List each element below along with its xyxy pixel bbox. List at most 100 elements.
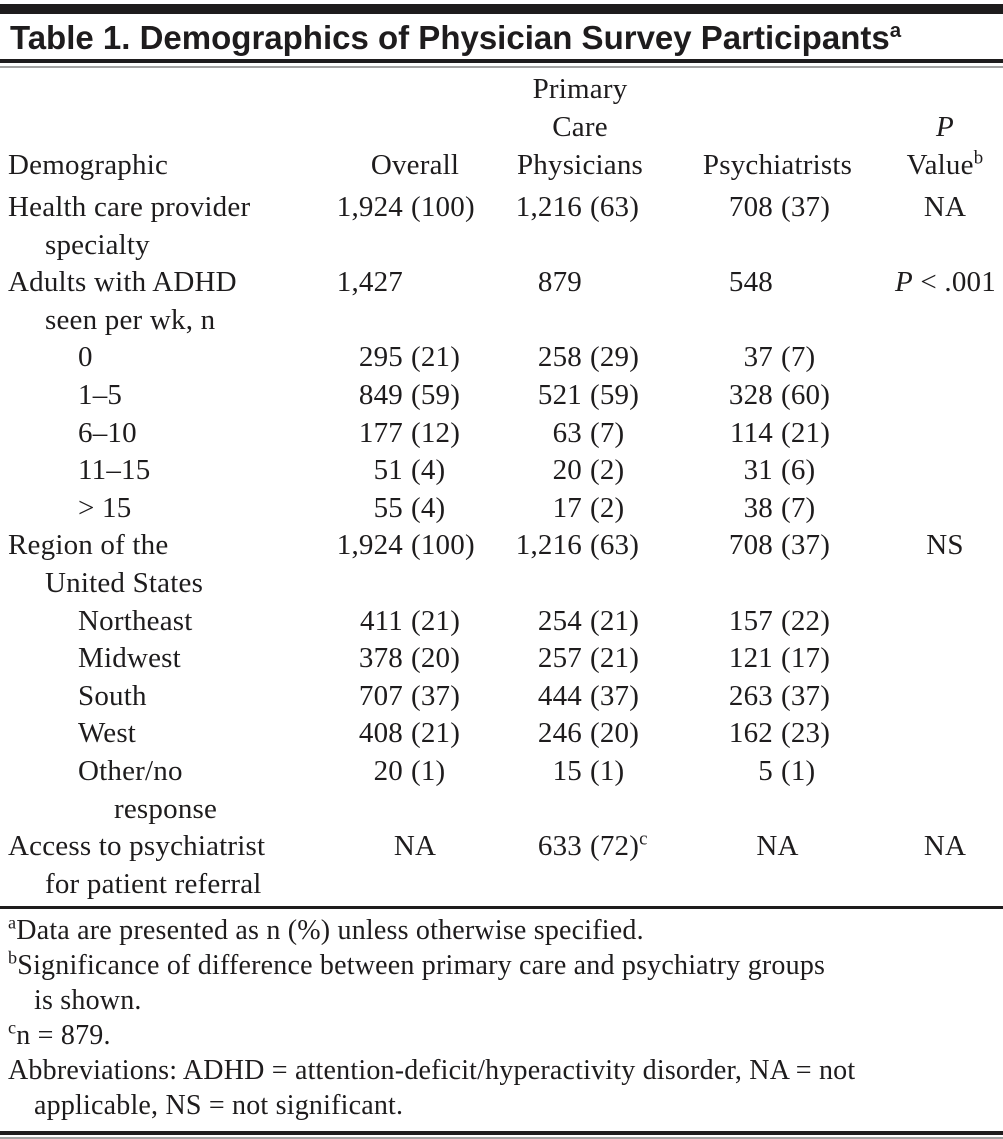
table-title-footnote-marker: a xyxy=(889,19,902,42)
table-row: > 15 55 (4) 17 (2) 38 (7) xyxy=(8,490,995,528)
header-line: Care xyxy=(552,111,608,143)
p-value-cell: NS xyxy=(926,529,964,562)
value-cell: 328 (60) xyxy=(660,377,895,415)
table-row: 6–10 177 (12) 63 (7) 114 (21) xyxy=(8,415,995,453)
percent-value: (60) xyxy=(781,378,831,411)
count-value: 5 xyxy=(758,754,773,787)
value-cell: 31 (6) xyxy=(660,452,895,490)
row-label-line: Access to psychiatrist xyxy=(8,830,266,863)
row-label-line: response xyxy=(114,792,218,825)
row-label-line: 0 xyxy=(78,341,93,374)
percent-value: (21) xyxy=(411,341,461,374)
row-label-line: Northeast xyxy=(78,604,193,637)
footnotes: aData are presented as n (%) unless othe… xyxy=(0,909,1003,1125)
p-value-cell: P < .001 xyxy=(895,266,996,299)
value-cell: 708 (37) xyxy=(660,527,895,602)
value-cell: 5 (1) xyxy=(660,753,895,828)
count-value: 328 xyxy=(728,378,773,411)
value-cell: 258 (29) xyxy=(500,339,660,377)
cell-footnote-marker: c xyxy=(639,828,648,850)
value-cell: 1,216 (63) xyxy=(500,527,660,602)
count-value: 254 xyxy=(537,604,582,637)
value-cell: 121 (17) xyxy=(660,640,895,678)
count-value: 879 xyxy=(537,266,582,299)
footnote-line: bSignificance of difference between prim… xyxy=(8,947,826,982)
table-row: Adults with ADHD seen per wk, n 1,427 879 54… xyxy=(8,264,996,339)
p-value-cell xyxy=(895,415,995,453)
percent-value: (21) xyxy=(590,642,640,675)
count-value: 20 xyxy=(552,454,582,487)
count-value: 63 xyxy=(552,416,582,449)
value-cell: 1,216 (63) xyxy=(500,189,660,264)
row-label: Access to psychiatrist for patient referr… xyxy=(8,828,330,903)
row-label: Northeast xyxy=(8,603,330,641)
count-value: 17 xyxy=(552,491,582,524)
footnote-marker: a xyxy=(8,912,17,933)
p-value-cell xyxy=(895,490,995,528)
percent-value: (37) xyxy=(781,529,831,562)
value-cell: NA xyxy=(756,830,799,863)
percent-value: (7) xyxy=(781,341,816,374)
row-label: Midwest xyxy=(8,640,330,678)
row-label: West xyxy=(8,715,330,753)
title-rule-dark xyxy=(0,59,1003,63)
count-value: 708 xyxy=(728,191,773,223)
percent-value: (6) xyxy=(781,454,816,487)
count-value: 849 xyxy=(358,378,403,411)
percent-value: (12) xyxy=(411,416,461,449)
count-value: 1,924 xyxy=(336,529,403,562)
value-cell: 63 (7) xyxy=(500,415,660,453)
value-cell: 15 (1) xyxy=(500,753,660,828)
percent-value: (1) xyxy=(411,754,446,787)
count-value: 1,216 xyxy=(515,191,582,223)
count-value: 157 xyxy=(728,604,773,637)
table-row: Access to psychiatrist for patient referr… xyxy=(8,828,995,903)
value-cell: 707 (37) xyxy=(330,678,500,716)
value-cell: 295 (21) xyxy=(330,339,500,377)
p-value-cell xyxy=(895,715,995,753)
percent-value: (7) xyxy=(590,416,625,449)
percent-value: (4) xyxy=(411,491,446,524)
table-title: Table 1. Demographics of Physician Surve… xyxy=(0,14,1003,59)
col-header-overall: Overall xyxy=(370,149,460,181)
value-cell: 162 (23) xyxy=(660,715,895,753)
p-value-cell: NA xyxy=(923,830,967,863)
count-value: 1,216 xyxy=(515,529,582,562)
header-line: P xyxy=(936,111,954,143)
header-line: Valueb xyxy=(906,147,984,181)
percent-value: (1) xyxy=(590,754,625,787)
count-value: 51 xyxy=(373,454,403,487)
value-cell: 849 (59) xyxy=(330,377,500,415)
table-row: Region of the United States 1,924 (100) 1,21… xyxy=(8,527,995,602)
demographics-table: Demographic Overall Primary Care Physici… xyxy=(8,70,996,903)
row-label-line: United States xyxy=(45,566,204,599)
value-cell: 157 (22) xyxy=(660,603,895,641)
row-label-line: 6–10 xyxy=(78,416,137,449)
percent-value: (1) xyxy=(781,754,816,787)
bottom-rule-gray xyxy=(0,1137,1003,1139)
value-cell: 55 (4) xyxy=(330,490,500,528)
count-value: 121 xyxy=(728,642,773,675)
p-value-cell xyxy=(895,377,995,415)
percent-value: (63) xyxy=(590,529,640,562)
p-value-cell xyxy=(895,339,995,377)
count-value: 263 xyxy=(728,679,773,712)
row-label: Other/no response xyxy=(8,753,330,828)
percent-value: (37) xyxy=(411,679,461,712)
count-value: 55 xyxy=(373,491,403,524)
value-cell: 444 (37) xyxy=(500,678,660,716)
count-value: 20 xyxy=(373,754,403,787)
row-label: South xyxy=(8,678,330,716)
count-value: 114 xyxy=(729,416,773,449)
value-cell: 177 (12) xyxy=(330,415,500,453)
count-value: 1,427 xyxy=(336,266,403,299)
row-label: 11–15 xyxy=(8,452,330,490)
value-cell: 20 (2) xyxy=(500,452,660,490)
value-cell: 548 xyxy=(660,264,895,339)
row-label: 1–5 xyxy=(8,377,330,415)
percent-value: (22) xyxy=(781,604,831,637)
row-label-line: West xyxy=(78,717,137,750)
table-row: Midwest 378 (20) 257 (21) 121 (17) xyxy=(8,640,995,678)
percent-value: (37) xyxy=(590,679,640,712)
